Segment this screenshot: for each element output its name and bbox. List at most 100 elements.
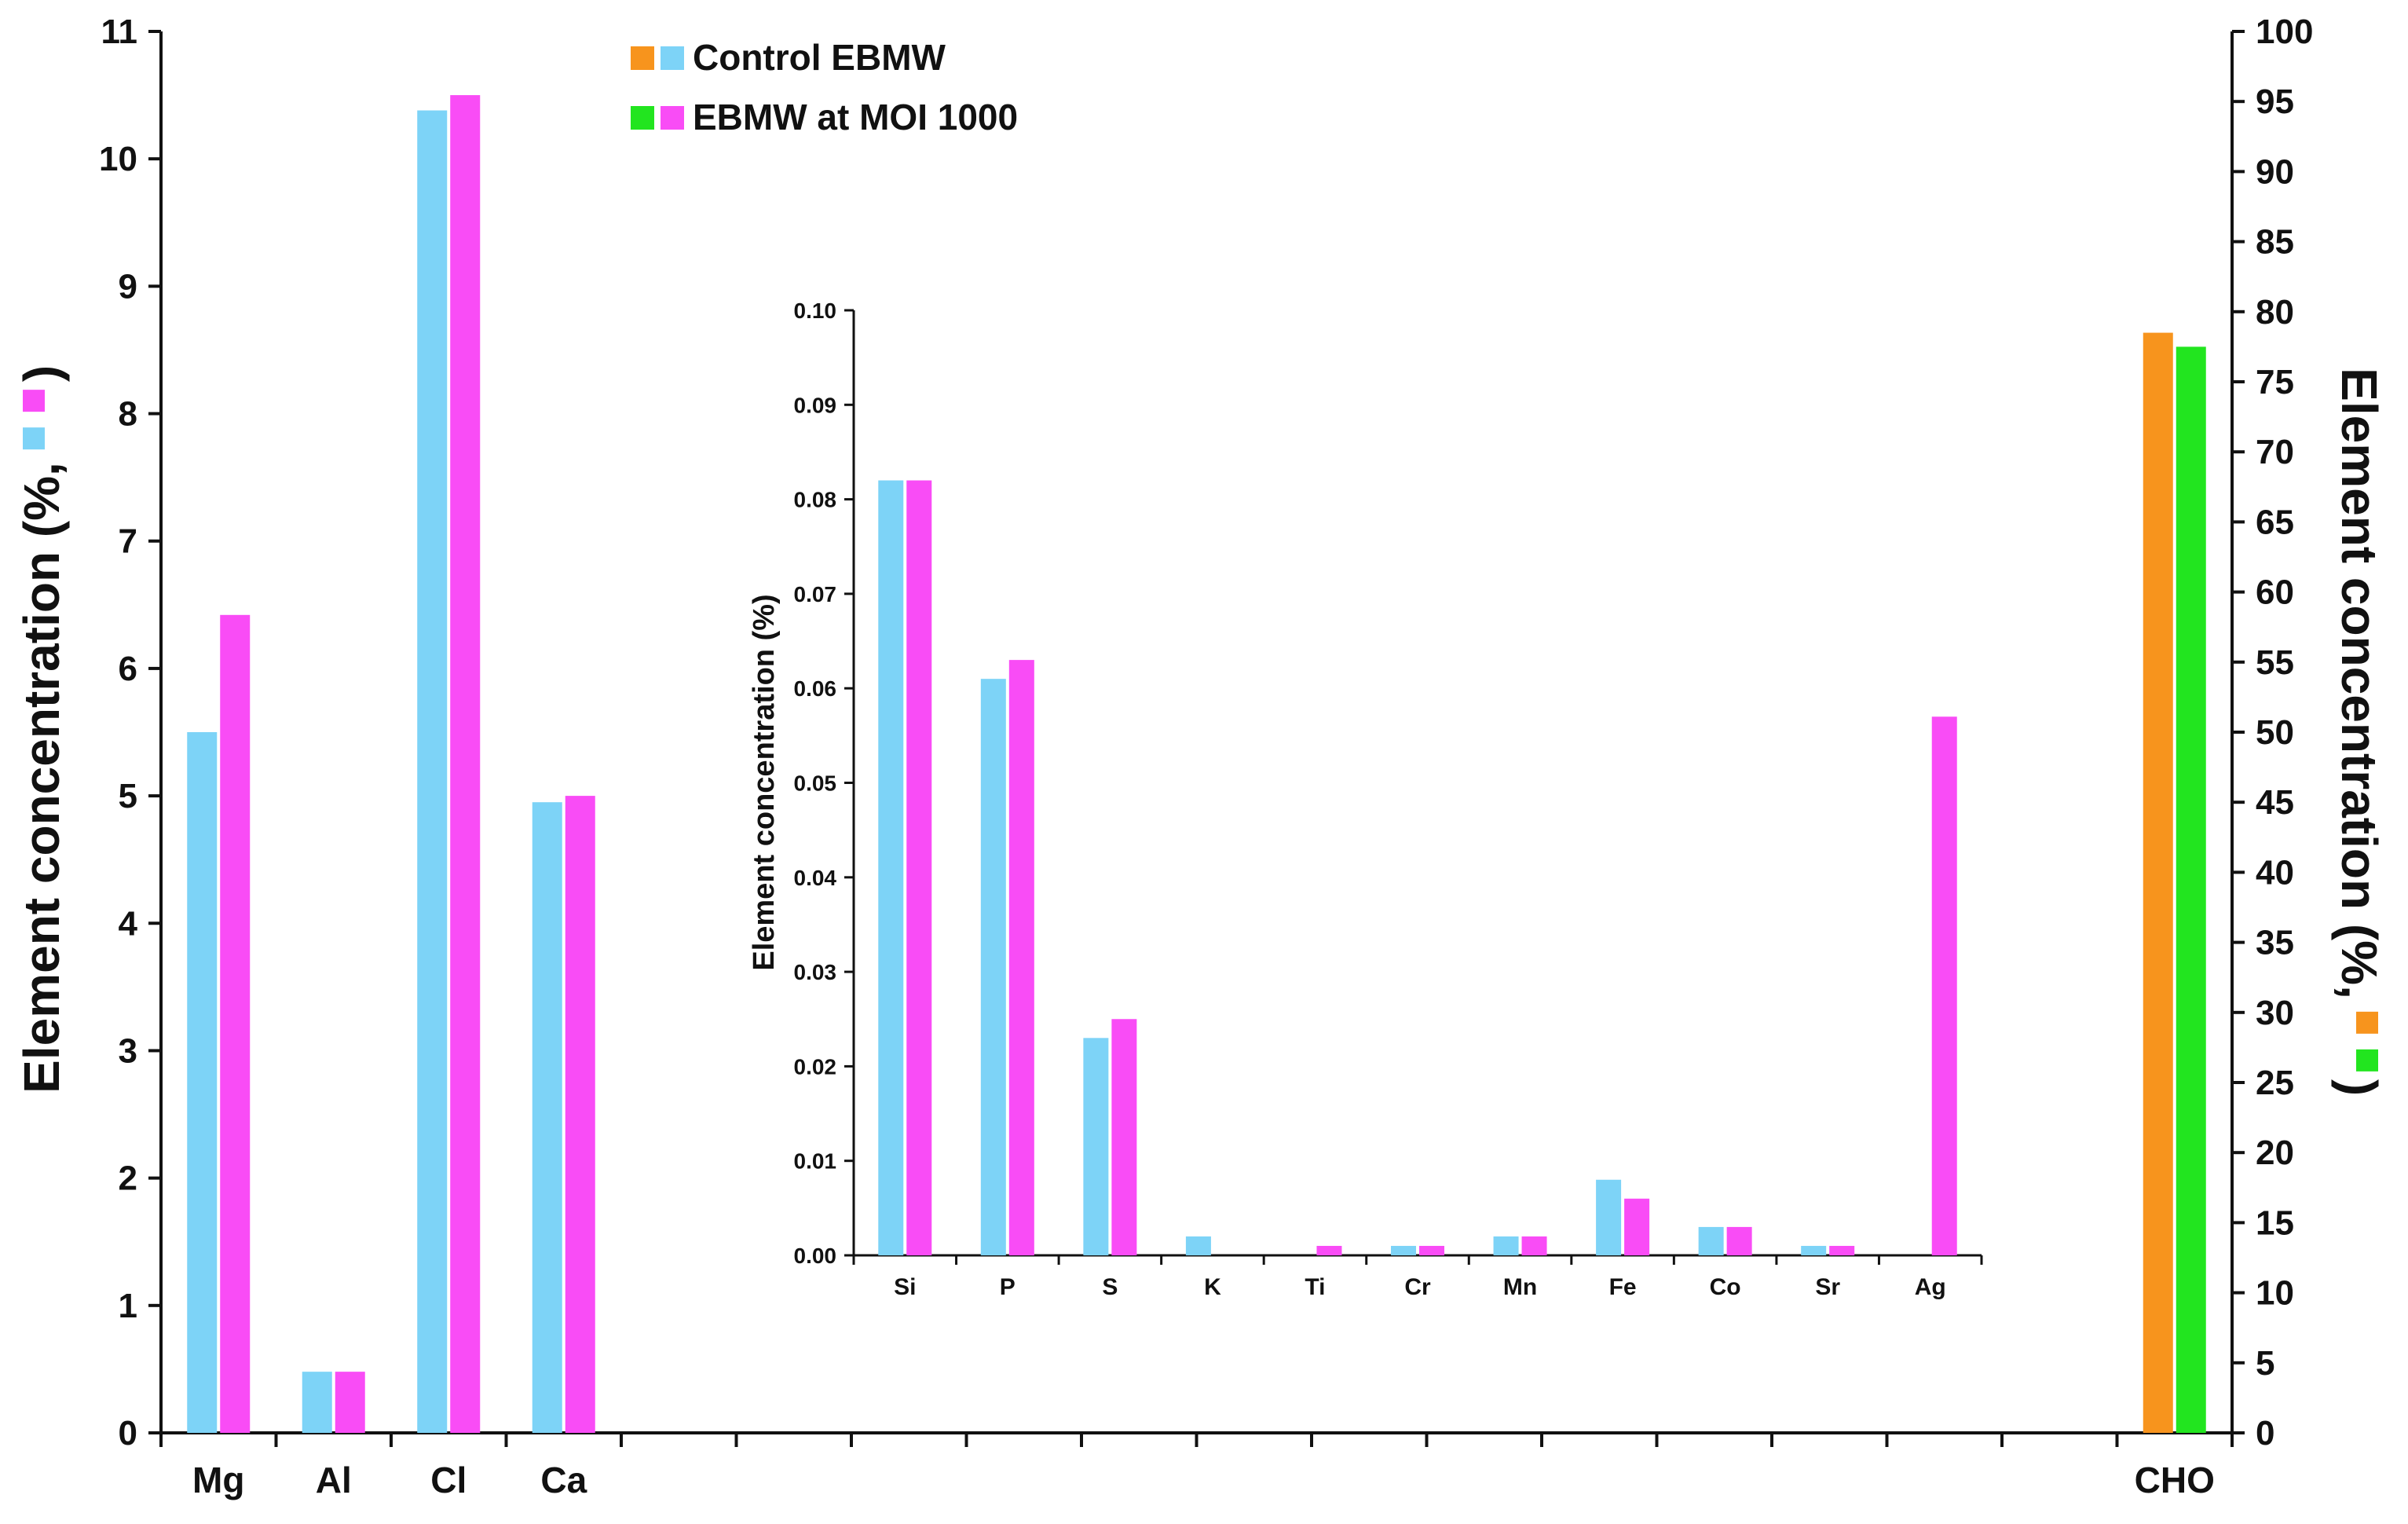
legend-swatch-green: [631, 106, 654, 130]
inset-y-tick-label: 0.03: [794, 960, 837, 984]
inset-category-label-ag: Ag: [1915, 1274, 1946, 1300]
legend-label: EBMW at MOI 1000: [693, 97, 1018, 137]
inset-axes: 0.00 0.01 0.02 0.03 0.04 0.05 0.06 0.07 0.08 0.09…: [748, 299, 1983, 1300]
legend: Control EBMW EBMW at MOI 1000: [631, 37, 1018, 137]
legend-swatch-magenta: [661, 106, 684, 130]
left-axis-tick-label: 9: [119, 267, 137, 306]
right-title-swatch-orange: [2356, 1011, 2378, 1034]
inset-bar-control-p: [980, 679, 1006, 1255]
axis-titles: Element concentration (%,) Element concen…: [13, 365, 2388, 1096]
inset-bar-control-sr: [1801, 1245, 1827, 1255]
inset-bar-moi1000-ti: [1316, 1245, 1342, 1255]
left-axis-tick-label: 3: [119, 1031, 137, 1070]
right-axis-tick-label: 55: [2256, 643, 2294, 682]
right-title-swatch-green: [2356, 1049, 2378, 1072]
inset-y-tick-label: 0.01: [794, 1149, 837, 1174]
inset-bar-moi1000-co: [1726, 1226, 1752, 1255]
left-axis-tick-label: 5: [119, 777, 137, 815]
inset-category-label-co: Co: [1710, 1274, 1741, 1300]
inset-y-tick-label: 0.02: [794, 1054, 837, 1079]
legend-swatch-cyan: [661, 46, 684, 70]
inset-bar-moi1000-p: [1008, 660, 1034, 1255]
inset-y-tick-label: 0.05: [794, 771, 837, 796]
inset-bar-moi1000-si: [906, 480, 932, 1255]
right-axis-tick-label: 85: [2256, 223, 2294, 262]
left-title-swatch-cyan: [23, 427, 45, 450]
left-title-swatch-magenta: [23, 390, 45, 412]
right-axis-tick-label: 40: [2256, 853, 2294, 892]
right-axis-tick-label: 25: [2256, 1064, 2294, 1102]
inset-bar-moi1000-fe: [1624, 1198, 1650, 1255]
left-axis-tick-label: 6: [119, 650, 137, 688]
bar-control-cl: [417, 110, 448, 1433]
inset-y-tick-label: 0.04: [794, 866, 837, 890]
category-label-ca: Ca: [540, 1460, 587, 1500]
inset-y-tick-label: 0.10: [794, 299, 837, 323]
right-axis-title-text: Element concentration (%,: [2331, 368, 2388, 999]
inset-bar-control-mn: [1493, 1236, 1519, 1255]
inset-bar-control-co: [1698, 1226, 1724, 1255]
left-axis-tick-label: 10: [99, 140, 137, 178]
inset-bar-moi1000-ag: [1931, 716, 1957, 1255]
category-label-mg: Mg: [192, 1460, 244, 1500]
category-label-al: Al: [316, 1460, 352, 1500]
inset-bar-moi1000-mn: [1521, 1236, 1547, 1255]
left-axis-tick-label: 0: [119, 1414, 137, 1453]
bar-control-cho: [2143, 332, 2173, 1433]
left-axis-tick-label: 4: [119, 904, 138, 943]
bar-moi1000-cho: [2176, 346, 2206, 1433]
inset-bar-moi1000-s: [1111, 1019, 1137, 1255]
bar-moi1000-ca: [565, 796, 595, 1433]
main-axes: 0123456789101105101520253035404550556065…: [99, 13, 2313, 1500]
left-axis-title-suffix: ): [13, 365, 70, 382]
bar-control-ca: [532, 802, 562, 1433]
right-axis-title-suffix: ): [2331, 1079, 2388, 1096]
inset-y-tick-label: 0.00: [794, 1244, 837, 1268]
inset-category-label-mn: Mn: [1503, 1274, 1537, 1300]
inset-bar-moi1000-sr: [1829, 1245, 1855, 1255]
right-axis-tick-label: 75: [2256, 363, 2294, 401]
main-bars: [187, 95, 2206, 1433]
category-label-cl: Cl: [430, 1460, 467, 1500]
inset-y-tick-label: 0.09: [794, 393, 837, 417]
legend-entry: EBMW at MOI 1000: [631, 97, 1018, 137]
right-axis-tick-label: 5: [2256, 1344, 2274, 1383]
right-axis-tick-label: 10: [2256, 1274, 2294, 1313]
inset-category-label-fe: Fe: [1609, 1274, 1637, 1300]
right-axis-tick-label: 50: [2256, 713, 2294, 752]
inset-category-label-ti: Ti: [1305, 1274, 1325, 1300]
inset-y-tick-label: 0.08: [794, 488, 837, 512]
inset-y-tick-label: 0.06: [794, 676, 837, 701]
left-axis-tick-label: 1: [119, 1287, 137, 1325]
left-axis-tick-label: 11: [101, 13, 137, 51]
inset-category-label-si: Si: [894, 1274, 916, 1300]
bar-control-al: [302, 1372, 332, 1433]
right-axis-title: Element concentration (%,): [2331, 368, 2388, 1096]
legend-entry: Control EBMW: [631, 37, 946, 78]
right-axis-tick-label: 60: [2256, 573, 2294, 612]
right-axis-tick-label: 15: [2256, 1203, 2294, 1242]
legend-label: Control EBMW: [693, 37, 946, 78]
inset-category-label-p: P: [1000, 1274, 1016, 1300]
right-axis-tick-label: 95: [2256, 82, 2294, 121]
right-axis-tick-label: 20: [2256, 1134, 2294, 1172]
right-axis-tick-label: 45: [2256, 783, 2294, 822]
left-axis-title-text: Element concentration (%,: [13, 462, 70, 1094]
inset-bars: [878, 480, 1957, 1255]
inset-bar-control-k: [1185, 1236, 1211, 1255]
right-axis-tick-label: 70: [2256, 433, 2294, 471]
left-axis-tick-label: 8: [119, 395, 137, 434]
right-axis-tick-label: 100: [2256, 13, 2313, 51]
inset-category-label-k: K: [1204, 1274, 1221, 1300]
inset-bar-control-si: [878, 480, 904, 1255]
inset-bar-control-cr: [1391, 1245, 1416, 1255]
right-axis-tick-label: 80: [2256, 293, 2294, 332]
inset-category-label-s: S: [1102, 1274, 1118, 1300]
bar-control-mg: [187, 732, 218, 1433]
inset-y-tick-label: 0.07: [794, 582, 837, 606]
inset-category-label-sr: Sr: [1815, 1274, 1840, 1300]
right-axis-tick-label: 30: [2256, 994, 2294, 1032]
left-axis-tick-label: 2: [119, 1159, 137, 1198]
